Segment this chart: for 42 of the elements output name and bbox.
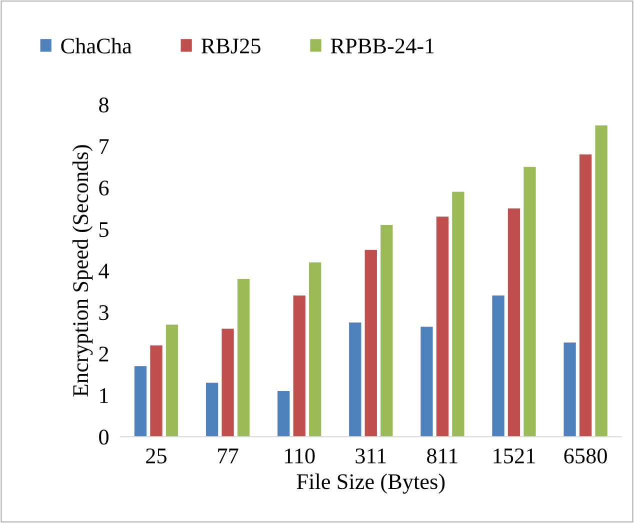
bar xyxy=(222,328,234,437)
bar xyxy=(436,216,449,437)
bar xyxy=(492,296,504,437)
bar xyxy=(237,278,250,437)
bar xyxy=(349,322,362,437)
bar xyxy=(278,391,290,437)
bar xyxy=(293,296,306,437)
bar xyxy=(420,326,433,437)
bar xyxy=(206,382,218,437)
y-tick-label: 1 xyxy=(100,388,108,403)
x-tick-label: 25 xyxy=(146,448,166,464)
y-tick-label: 0 xyxy=(99,430,108,445)
y-tick-label: 7 xyxy=(100,139,109,154)
bar xyxy=(524,166,536,437)
legend-label: RBJ25 xyxy=(201,38,260,54)
y-tick-label: 3 xyxy=(99,305,108,320)
bar xyxy=(564,342,576,437)
bar xyxy=(364,250,377,437)
x-tick-label: 77 xyxy=(218,448,238,464)
legend-label: RPBB-24-1 xyxy=(330,38,434,54)
x-tick-label: 6580 xyxy=(564,448,607,464)
y-axis-title: Encryption Speed (Seconds) xyxy=(72,145,93,397)
x-tick-label: 811 xyxy=(427,448,458,464)
y-tick-label: 6 xyxy=(99,180,109,196)
bar xyxy=(579,154,592,437)
bar xyxy=(150,345,162,437)
bar xyxy=(595,125,608,437)
x-tick-label: 110 xyxy=(285,448,315,464)
y-tick-label: 4 xyxy=(98,264,109,278)
bar xyxy=(166,324,178,437)
bar xyxy=(380,224,393,437)
y-tick-label: 5 xyxy=(100,222,108,238)
bar xyxy=(134,366,147,437)
bar xyxy=(452,192,464,437)
x-tick-label: 311 xyxy=(356,448,386,464)
x-tick-label: 1521 xyxy=(494,448,535,464)
y-tick-label: 8 xyxy=(99,98,108,113)
y-tick-label: 2 xyxy=(99,346,108,362)
x-axis-title: File Size (Bytes) xyxy=(296,474,445,494)
legend-label: ChaCha xyxy=(61,38,132,54)
bar xyxy=(309,262,322,437)
bar xyxy=(508,208,520,437)
